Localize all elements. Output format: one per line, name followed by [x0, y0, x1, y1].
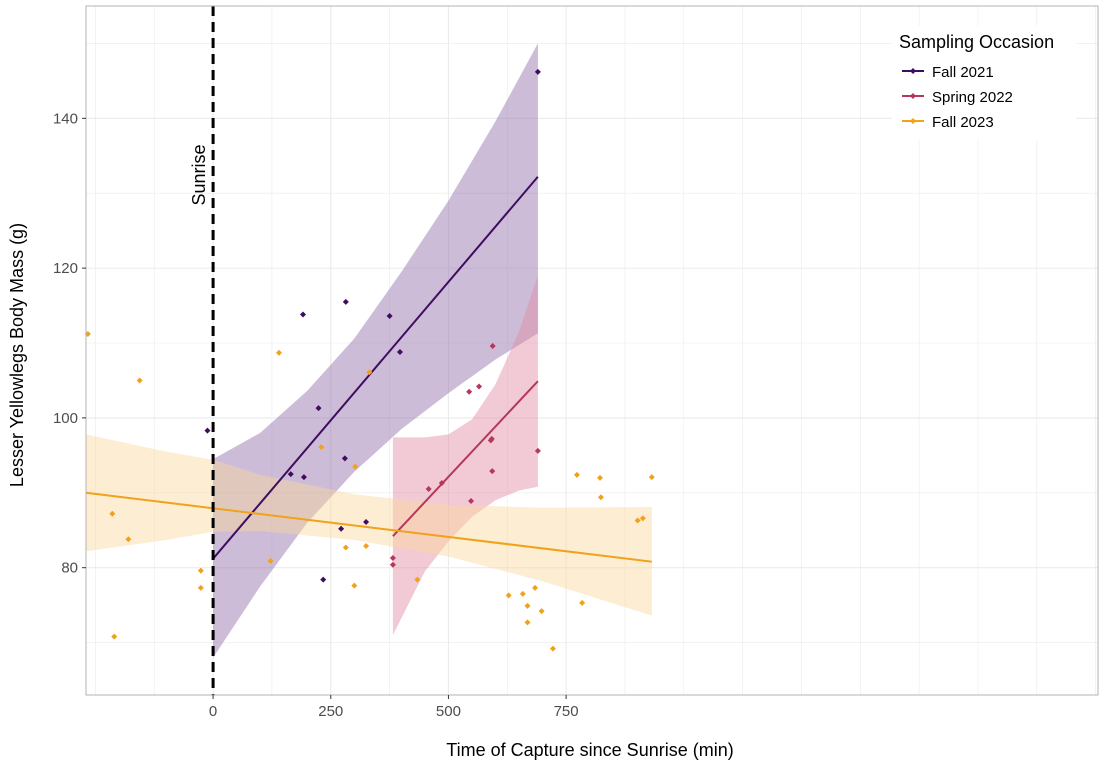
data-point [549, 645, 556, 652]
data-point [352, 463, 359, 470]
data-point [136, 377, 143, 384]
y-axis-title: Lesser Yellowlegs Body Mass (g) [7, 223, 27, 487]
x-tick-label: 500 [436, 703, 461, 720]
legend-key-point [910, 93, 916, 99]
data-point [597, 494, 604, 501]
data-point [363, 519, 370, 526]
sunrise-label: Sunrise [189, 144, 209, 205]
data-point [111, 633, 118, 640]
data-point [519, 590, 526, 597]
data-point [320, 576, 327, 583]
data-point [267, 557, 274, 564]
fit-line [85, 491, 652, 563]
data-point [468, 498, 475, 505]
data-point [341, 455, 348, 462]
data-point [300, 474, 307, 481]
data-point [109, 510, 116, 517]
data-point [579, 599, 586, 606]
data-point [299, 311, 306, 318]
data-point [363, 542, 370, 549]
legend-items: Fall 2021 Spring 2022 Fall 2023 [902, 64, 1013, 131]
data-point [538, 608, 545, 615]
data-point [425, 486, 432, 493]
data-point [573, 471, 580, 478]
data-point [197, 584, 204, 591]
data-point [489, 343, 496, 350]
fit-line [212, 176, 539, 560]
data-point [597, 474, 604, 481]
annotations: Sunrise [189, 6, 215, 695]
data-point [532, 584, 539, 591]
data-point [524, 619, 531, 626]
data-point [125, 536, 132, 543]
confidence-bands [86, 43, 652, 658]
legend-label: Fall 2023 [932, 114, 994, 131]
y-tick-label: 140 [53, 110, 78, 127]
y-tick-label: 120 [53, 260, 78, 277]
data-point [275, 349, 282, 356]
data-point [342, 298, 349, 305]
data-point [466, 388, 473, 395]
data-point [389, 561, 396, 568]
axis-ticks: 0 250 500 750 80 100 120 140 [53, 110, 579, 720]
data-point [534, 447, 541, 454]
data-point [396, 348, 403, 355]
data-point [315, 405, 322, 412]
legend-key-point [910, 68, 916, 74]
confidence-band [213, 43, 538, 658]
data-point [489, 468, 496, 475]
confidence-band [392, 275, 538, 636]
fit-line [392, 380, 539, 537]
data-point [338, 525, 345, 532]
x-tick-label: 0 [209, 703, 217, 720]
data-point [204, 427, 211, 434]
data-point [639, 515, 646, 522]
data-point [342, 544, 349, 551]
legend-label: Spring 2022 [932, 89, 1013, 106]
legend-key-point [910, 118, 916, 124]
data-point [634, 517, 641, 524]
data-point [438, 480, 445, 487]
fit-lines [85, 176, 652, 563]
confidence-band [86, 434, 652, 616]
y-tick-label: 80 [61, 560, 78, 577]
data-point [524, 602, 531, 609]
data-point [414, 576, 421, 583]
legend-title: Sampling Occasion [899, 32, 1054, 52]
data-point [389, 554, 396, 561]
y-tick-label: 100 [53, 410, 78, 427]
data-point [197, 567, 204, 574]
x-axis-title: Time of Capture since Sunrise (min) [446, 740, 733, 760]
data-points [84, 68, 655, 652]
x-tick-label: 750 [554, 703, 579, 720]
x-tick-label: 250 [318, 703, 343, 720]
data-point [488, 435, 495, 442]
plot-panel-border [85, 5, 1099, 696]
data-point [366, 369, 373, 376]
data-point [648, 474, 655, 481]
data-point [318, 444, 325, 451]
data-point [287, 471, 294, 478]
data-point [476, 383, 483, 390]
data-point [351, 582, 358, 589]
legend-label: Fall 2021 [932, 64, 994, 81]
data-point [505, 592, 512, 599]
data-point [386, 313, 393, 320]
data-point [534, 68, 541, 75]
